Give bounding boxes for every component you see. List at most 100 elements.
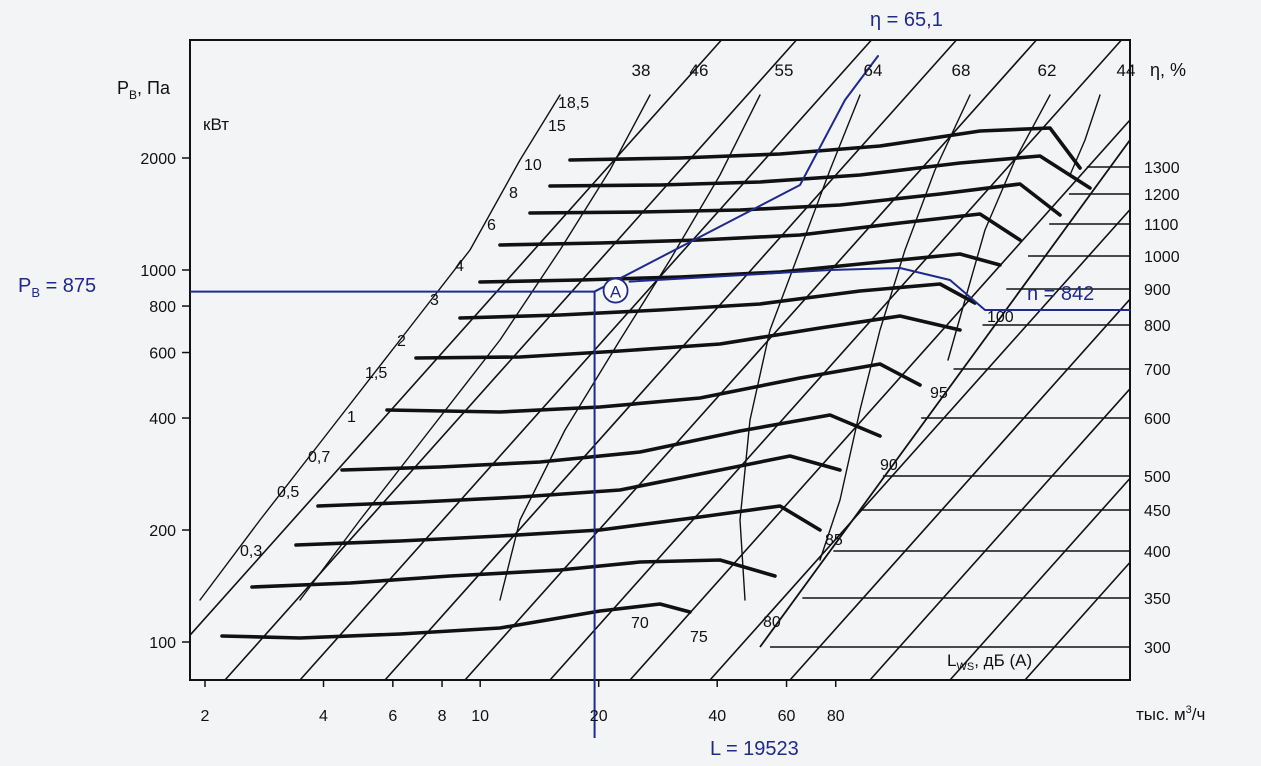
- speed-diagonal-line: [949, 477, 1131, 681]
- speed-label: 400: [1144, 544, 1171, 561]
- curves-layer: [220, 126, 1092, 640]
- speed-diagonal-line: [709, 209, 1131, 681]
- x-tick-label: 80: [827, 708, 845, 725]
- grid-layer: [182, 39, 1131, 687]
- rpm-performance-curve: [478, 252, 1002, 284]
- power-value-label: 4: [455, 258, 464, 275]
- x-axis-title-sup: 3: [1186, 704, 1192, 716]
- speed-value-label: n = 842: [1027, 283, 1094, 305]
- efficiency-axis-title: η, %: [1150, 60, 1186, 80]
- efficiency-line: [499, 94, 761, 601]
- y-tick-label: 2000: [140, 151, 176, 168]
- speed-label: 600: [1144, 411, 1171, 428]
- y-axis-title-rest: , Па: [137, 78, 171, 98]
- power-value-label: 0,3: [240, 543, 262, 560]
- speed-diagonal-line: [299, 39, 873, 681]
- efficiency-line: [199, 94, 561, 601]
- x-tick-label: 6: [388, 708, 397, 725]
- power-value-label: 15: [548, 118, 566, 135]
- noise-value-label: 75: [690, 629, 708, 646]
- rpm-performance-curve: [250, 558, 777, 589]
- power-value-label: 18,5: [558, 95, 589, 112]
- efficiency-label: 55: [775, 61, 794, 80]
- efficiency-label: 38: [632, 61, 651, 80]
- y-tick-label: 1000: [140, 263, 176, 280]
- speed-label: 450: [1144, 503, 1171, 520]
- operating-point-label: A: [610, 283, 622, 302]
- speed-diagonal-line: [464, 39, 1038, 681]
- rpm-performance-curve: [294, 504, 822, 547]
- y-tick-label: 800: [149, 299, 176, 316]
- speed-diagonal-line: [189, 39, 723, 636]
- x-tick-label: 20: [590, 708, 608, 725]
- power-axis-label: кВт: [203, 115, 229, 134]
- efficiency-line: [299, 94, 651, 601]
- noise-value-label: 100: [987, 309, 1014, 326]
- y-axis-title: PВ, Па: [117, 78, 171, 102]
- efficiency-label: 68: [952, 61, 971, 80]
- rpm-performance-curve: [414, 314, 962, 360]
- y-tick-label: 200: [149, 523, 176, 540]
- efficiency-line: [739, 94, 861, 601]
- operating-point-marker: [602, 277, 629, 304]
- y-tick-label: 100: [149, 635, 176, 652]
- rpm-performance-curve: [528, 182, 1062, 217]
- x-tick-label: 2: [201, 708, 210, 725]
- rpm-performance-curve: [385, 362, 922, 414]
- power-value-label: 3: [430, 292, 439, 309]
- x-tick-label: 60: [778, 708, 796, 725]
- speed-diagonal-line: [629, 119, 1131, 681]
- efficiency-label: 62: [1038, 61, 1057, 80]
- speed-diagonal-line: [1024, 561, 1131, 681]
- rpm-performance-curve: [458, 282, 977, 320]
- operating-point-layer: [190, 55, 1131, 738]
- efficiency-value-label: η = 65,1: [870, 9, 943, 31]
- speed-label: 300: [1144, 640, 1171, 657]
- x-tick-label: 40: [708, 708, 726, 725]
- rpm-performance-curve: [568, 126, 1082, 170]
- y-tick-label: 400: [149, 411, 176, 428]
- power-value-label: 10: [524, 157, 542, 174]
- rpm-performance-curve: [498, 212, 1022, 247]
- x-tick-label: 10: [471, 708, 489, 725]
- speed-label: 1000: [1144, 249, 1180, 266]
- speed-diagonal-line: [789, 298, 1131, 681]
- noise-axis-label-rest: , дБ (А): [974, 651, 1032, 670]
- pressure-value-sub: В: [31, 285, 40, 300]
- region-boundary-line: [759, 139, 1131, 648]
- power-value-label: 1: [347, 409, 356, 426]
- y-axis-title-sub: В: [129, 88, 137, 102]
- pressure-value-rest: = 875: [40, 275, 96, 297]
- efficiency-line: [947, 94, 1051, 361]
- efficiency-line: [819, 94, 971, 561]
- noise-axis-label-sub: WS: [956, 661, 974, 673]
- x-axis-title: тыс. м3/ч: [1136, 704, 1205, 724]
- x-tick-label: 8: [438, 708, 447, 725]
- rpm-performance-curve: [340, 413, 882, 472]
- efficiency-label: 46: [690, 61, 709, 80]
- speed-label: 500: [1144, 469, 1171, 486]
- rpm-performance-curve: [220, 602, 692, 640]
- speed-diagonal-line: [384, 39, 958, 681]
- efficiency-guide-line: [593, 55, 879, 293]
- efficiency-label: 64: [864, 61, 883, 80]
- flow-value-label: L = 19523: [710, 738, 799, 760]
- speed-diagonal-line: [869, 388, 1131, 681]
- noise-value-label: 85: [825, 532, 843, 549]
- rpm-performance-curve: [548, 154, 1092, 190]
- power-value-label: 8: [509, 185, 518, 202]
- speed-label: 1300: [1144, 160, 1180, 177]
- speed-guide-line: [628, 267, 1131, 311]
- noise-value-label: 95: [930, 385, 948, 402]
- speed-label: 700: [1144, 362, 1171, 379]
- rpm-performance-curve: [316, 454, 842, 508]
- x-tick-label: 4: [319, 708, 328, 725]
- power-value-label: 0,7: [308, 449, 330, 466]
- x-axis-title-post: /ч: [1192, 705, 1206, 724]
- speed-diagonal-line: [549, 39, 1123, 681]
- efficiency-label: 44: [1117, 61, 1136, 80]
- speed-label: 1200: [1144, 187, 1180, 204]
- noise-axis-label: LWS, дБ (А): [947, 651, 1032, 673]
